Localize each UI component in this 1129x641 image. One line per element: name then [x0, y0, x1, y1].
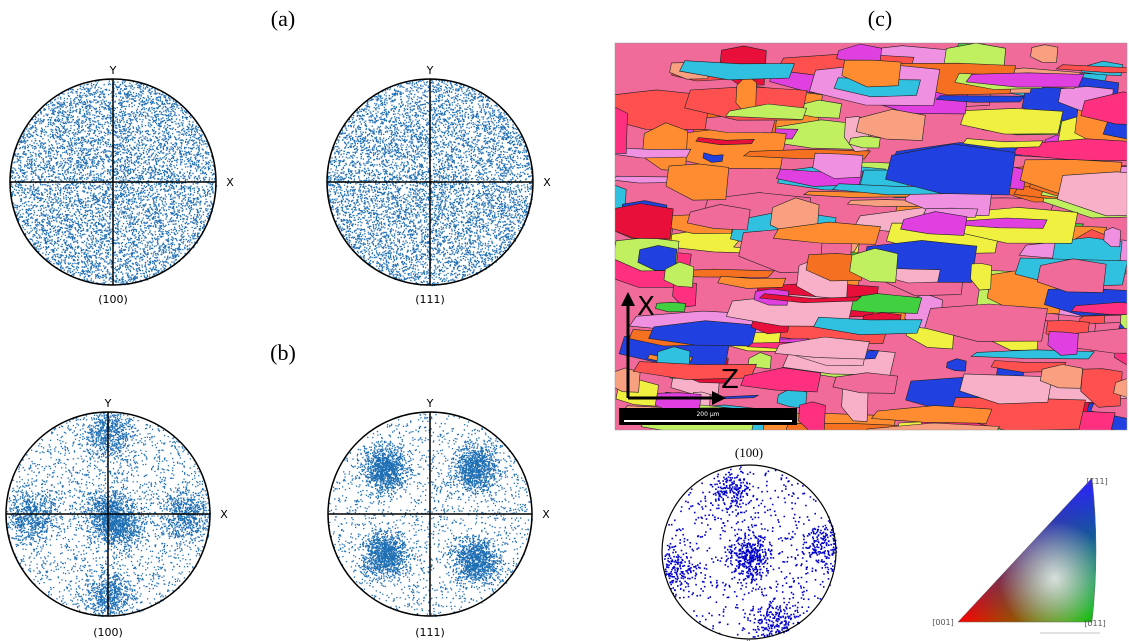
- grain: [846, 199, 922, 207]
- grain: [686, 204, 751, 231]
- ipf-key: [001] [011] [1̄11]: [932, 477, 1108, 634]
- pole-circle: [5, 411, 211, 617]
- grain: [960, 108, 1064, 135]
- grain: [812, 152, 864, 179]
- grain: [725, 103, 808, 120]
- axis-label: X: [542, 508, 550, 521]
- grain: [848, 135, 881, 149]
- grain: [832, 372, 899, 394]
- grain: [849, 247, 899, 283]
- grain: [615, 89, 711, 131]
- ipf-corner: [011]: [1084, 619, 1106, 628]
- grain: [1103, 227, 1121, 248]
- grain: [1036, 258, 1107, 293]
- grain: [1113, 378, 1127, 398]
- grain: [805, 253, 865, 282]
- grain: [1080, 91, 1127, 125]
- grain: [1055, 64, 1127, 74]
- axis-label: Y: [426, 397, 434, 410]
- axis-label: Y: [426, 64, 434, 77]
- axis-label: Y: [745, 638, 751, 641]
- map-frame: [614, 42, 1128, 431]
- pole-circle: [327, 411, 533, 617]
- grain: [1080, 368, 1123, 408]
- panel-label: (b): [270, 340, 296, 365]
- grain: [962, 138, 1044, 149]
- grain: [702, 152, 724, 163]
- pole-points: [328, 413, 533, 617]
- grain: [965, 72, 1085, 88]
- axis-label: X: [226, 176, 234, 189]
- grain: [924, 303, 1048, 342]
- ipf-white: [957, 477, 1097, 623]
- grain: [663, 261, 695, 288]
- axis-label: X: [220, 508, 228, 521]
- grain: [813, 316, 923, 336]
- grain: [1047, 331, 1079, 356]
- scale-bar-label: 200 μm: [696, 411, 719, 418]
- grain: [1030, 44, 1059, 63]
- axis-label: Y: [104, 397, 112, 410]
- pole-title: (111): [415, 293, 445, 306]
- axis-label: X: [832, 549, 838, 558]
- grain: [870, 405, 993, 424]
- pole-title: (100): [93, 626, 123, 639]
- grain: [935, 95, 1025, 103]
- grain: [615, 106, 628, 154]
- ipf-corner: [001]: [932, 618, 954, 627]
- grain: [841, 59, 902, 88]
- pole-points: [664, 466, 838, 638]
- grain: [615, 147, 692, 159]
- grain: [772, 221, 881, 245]
- grain: [774, 336, 870, 360]
- grain: [695, 137, 755, 146]
- grain: [865, 422, 1001, 430]
- grain: [679, 60, 795, 81]
- grain: [959, 373, 1053, 405]
- map-axes: X Z 200 μm: [619, 292, 797, 425]
- pole-circle: [661, 464, 837, 640]
- grain: [758, 293, 863, 304]
- ipf-corner: [1̄11]: [1086, 477, 1108, 486]
- grain: [798, 401, 826, 430]
- pole-points: [327, 79, 534, 287]
- grain: [855, 108, 926, 141]
- grain: [740, 367, 822, 393]
- arrow-head: [712, 391, 726, 405]
- grain: [665, 163, 730, 201]
- grain: [1070, 302, 1127, 315]
- pole-title: (100): [735, 445, 763, 460]
- grain: [970, 263, 992, 291]
- grain: [900, 211, 968, 236]
- pole-circle: [9, 78, 217, 286]
- pole-circle: [326, 78, 534, 286]
- grain: [706, 427, 725, 430]
- grain: [946, 358, 967, 372]
- panel-label: (a): [271, 6, 295, 31]
- grain: [655, 301, 687, 313]
- map-axis-label: X: [637, 292, 655, 322]
- axis-label: Y: [109, 64, 117, 77]
- axis-label: X: [543, 176, 551, 189]
- pole-title: (100): [98, 293, 128, 306]
- arrow-head: [621, 292, 635, 306]
- ebsd-map: [615, 43, 1127, 430]
- grain: [885, 143, 1016, 196]
- pole-title: (111): [415, 626, 445, 639]
- map-axis-label: Z: [721, 365, 739, 395]
- grain: [615, 203, 674, 240]
- grain: [671, 429, 674, 430]
- grain: [1039, 364, 1084, 389]
- grain: [1056, 171, 1127, 217]
- panel-label: (c): [868, 6, 892, 31]
- grain: [717, 275, 787, 289]
